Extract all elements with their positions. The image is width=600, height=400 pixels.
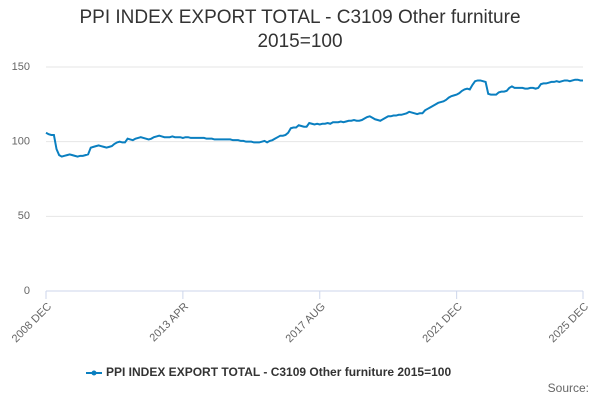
y-tick-label: 50	[18, 210, 30, 222]
legend-marker	[91, 370, 97, 376]
legend-item: PPI INDEX EXPORT TOTAL - C3109 Other fur…	[86, 365, 451, 379]
x-tick-label: 2025 DEC	[547, 301, 591, 345]
x-tick-label: 2017 AUG	[284, 301, 328, 345]
y-tick-label: 100	[12, 136, 30, 148]
x-tick-label: 2021 DEC	[420, 301, 464, 345]
source: Source:	[548, 381, 589, 395]
legend-label: PPI INDEX EXPORT TOTAL - C3109 Other fur…	[106, 365, 451, 379]
data-line	[45, 78, 583, 158]
x-tick-label: 2008 DEC	[10, 301, 54, 345]
y-tick-label: 0	[24, 285, 30, 297]
x-tick-label: 2013 APR	[148, 301, 192, 345]
chart-title: PPI INDEX EXPORT TOTAL - C3109 Other fur…	[79, 7, 521, 52]
y-tick-label: 150	[12, 61, 30, 73]
